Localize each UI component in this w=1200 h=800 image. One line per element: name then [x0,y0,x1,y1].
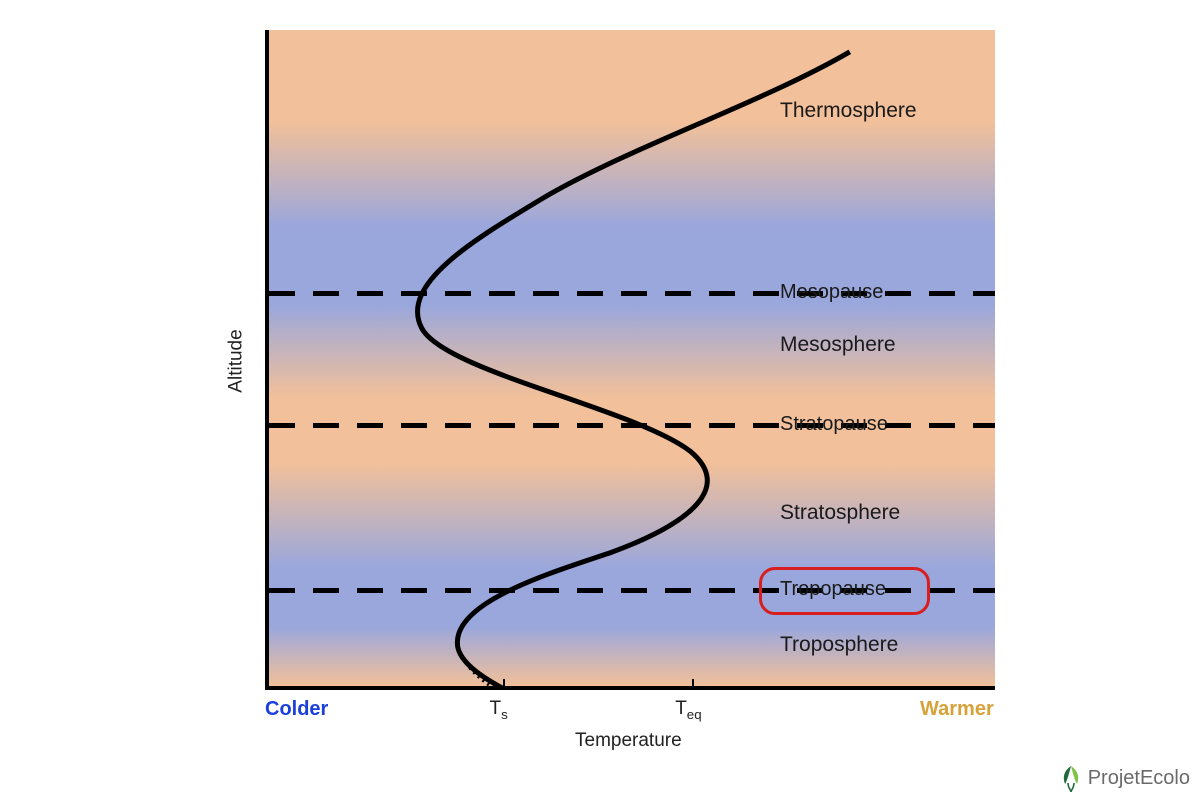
layer-label-thermosphere: Thermosphere [780,99,917,123]
layer-label-stratosphere: Stratosphere [780,501,900,525]
pause-label-stratopause: Stratopause [780,413,888,436]
plot-area: Thermosphere Mesosphere Stratosphere Tropos… [265,30,995,690]
colder-endpoint-label: Colder [265,698,328,721]
leaf-icon [1058,764,1084,792]
x-tick-label-teq: Teq [675,698,701,722]
x-tick-label-ts: Ts [489,698,507,722]
projetecolo-watermark: ProjetEcolo [1058,764,1190,792]
layer-label-mesosphere: Mesosphere [780,333,896,357]
y-axis-label: Altitude [226,329,248,392]
x-tick-ts [503,679,505,690]
x-tick-teq [692,679,694,690]
watermark-text: ProjetEcolo [1088,767,1190,790]
layer-label-troposphere: Troposphere [780,633,898,657]
pause-label-mesopause: Mesopause [780,281,883,304]
tropopause-highlight [759,567,930,615]
x-axis-label: Temperature [575,730,682,752]
warmer-endpoint-label: Warmer [920,698,994,721]
mesopause-line [269,291,995,296]
